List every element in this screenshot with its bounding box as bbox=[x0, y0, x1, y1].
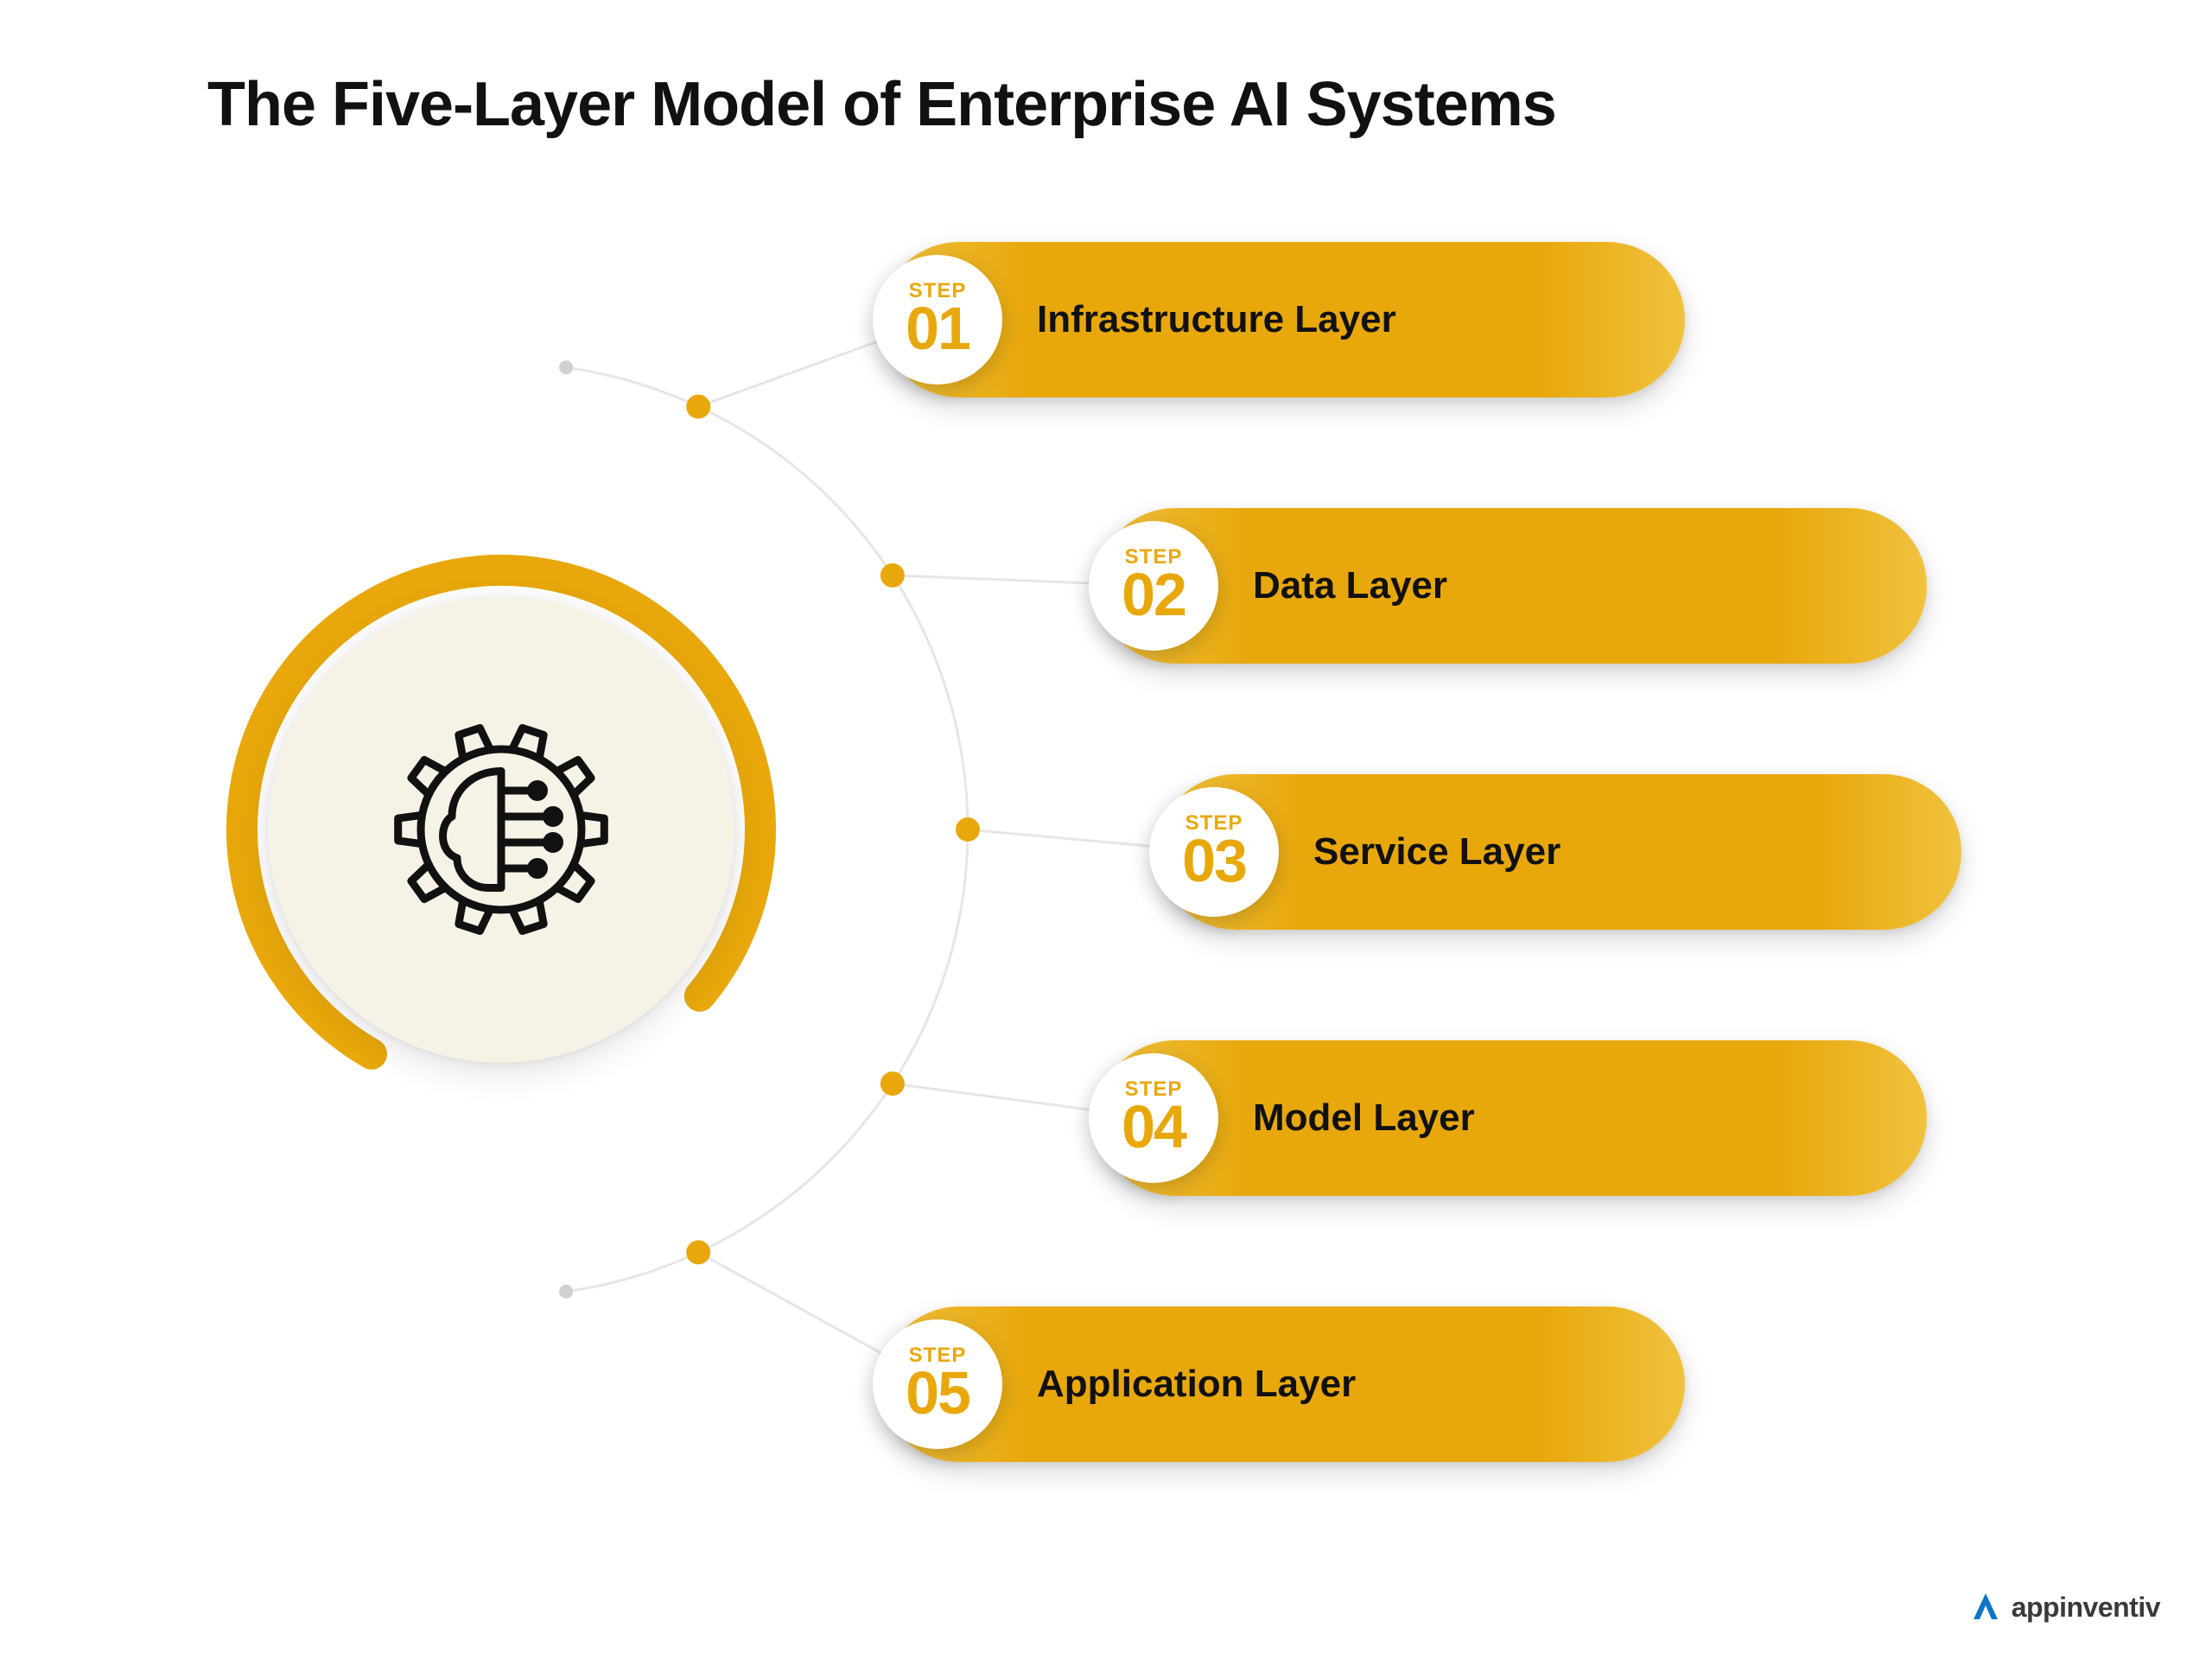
step-badge-03: STEP03 bbox=[1149, 787, 1279, 917]
brand-mark-icon bbox=[1968, 1590, 2003, 1624]
step-label: Data Layer bbox=[1253, 564, 1447, 607]
step-label: Application Layer bbox=[1037, 1363, 1356, 1406]
step-badge-02: STEP02 bbox=[1089, 521, 1218, 651]
step-number: 03 bbox=[1182, 830, 1246, 891]
step-badge-05: STEP05 bbox=[873, 1319, 1002, 1449]
step-label: Infrastructure Layer bbox=[1037, 298, 1396, 341]
brand-logo: appinventiv bbox=[1968, 1590, 2160, 1624]
central-hub bbox=[225, 553, 778, 1106]
step-number: 01 bbox=[906, 298, 969, 359]
step-label: Model Layer bbox=[1253, 1096, 1475, 1140]
step-pill-01: STEP01Infrastructure Layer bbox=[881, 242, 1685, 397]
step-number: 04 bbox=[1122, 1096, 1185, 1157]
step-label: Service Layer bbox=[1313, 830, 1560, 874]
brain-gear-icon bbox=[372, 700, 631, 959]
page-title: The Five-Layer Model of Enterprise AI Sy… bbox=[207, 69, 1556, 140]
step-pill-03: STEP03Service Layer bbox=[1158, 774, 1961, 930]
brand-name: appinventiv bbox=[2012, 1592, 2160, 1624]
step-badge-01: STEP01 bbox=[873, 255, 1002, 385]
step-badge-04: STEP04 bbox=[1089, 1053, 1218, 1183]
step-number: 02 bbox=[1122, 564, 1185, 625]
hub-circle bbox=[268, 596, 734, 1063]
step-number: 05 bbox=[906, 1363, 969, 1423]
step-pill-04: STEP04Model Layer bbox=[1097, 1040, 1927, 1196]
step-pill-05: STEP05Application Layer bbox=[881, 1306, 1685, 1462]
step-pill-02: STEP02Data Layer bbox=[1097, 508, 1927, 664]
